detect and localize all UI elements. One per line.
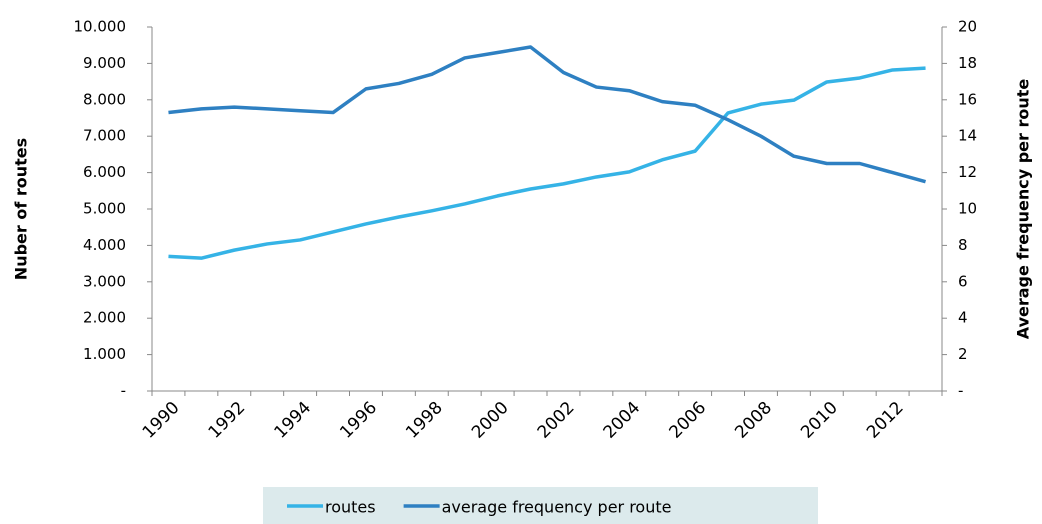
x-tick-label: 2000 — [468, 398, 513, 443]
y-tick-label: 10.000 — [74, 18, 127, 36]
y-tick-label: 5.000 — [83, 200, 126, 218]
y-tick-label: 1.000 — [83, 345, 126, 363]
series-line — [168, 66, 926, 260]
y2-tick-label: 18 — [958, 54, 977, 72]
x-tick-label: 2002 — [534, 398, 579, 443]
y2-axis-title: Average frequency per route — [1014, 79, 1033, 340]
x-tick-label: 2010 — [797, 398, 842, 443]
y2-tick-label: 8 — [958, 236, 968, 254]
x-tick-label: 1994 — [270, 398, 315, 443]
legend-box — [263, 487, 818, 524]
y-tick-label: 9.000 — [83, 54, 126, 72]
x-tick-label: 1990 — [139, 398, 184, 443]
y2-tick-label: 12 — [958, 163, 977, 181]
y-tick-label: 4.000 — [83, 236, 126, 254]
x-tick-label: 1996 — [336, 398, 381, 443]
y-axis-title: Nuber of routes — [12, 138, 31, 280]
y2-tick-label: 20 — [958, 18, 977, 36]
y2-tick-label: 4 — [958, 309, 968, 327]
x-tick-label: 2008 — [731, 398, 776, 443]
y-tick-label: 8.000 — [83, 90, 126, 108]
y2-tick-label: 6 — [958, 272, 968, 290]
series-line — [168, 45, 927, 184]
y2-tick-label: 2 — [958, 345, 968, 363]
y-tick-label: 7.000 — [83, 127, 126, 145]
y2-tick-label: - — [958, 382, 963, 400]
y-tick-label: 6.000 — [83, 163, 126, 181]
x-tick-label: 2004 — [600, 398, 645, 443]
x-tick-label: 2006 — [665, 398, 710, 443]
legend-label: average frequency per route — [442, 498, 672, 517]
x-tick-label: 2012 — [863, 398, 908, 443]
x-tick-label: 1998 — [402, 398, 447, 443]
y2-tick-label: 10 — [958, 200, 977, 218]
x-tick-label: 1992 — [205, 398, 250, 443]
y-tick-label: 3.000 — [83, 272, 126, 290]
y-tick-label: - — [121, 382, 126, 400]
legend-label: routes — [325, 498, 376, 517]
y2-tick-label: 16 — [958, 90, 977, 108]
y2-tick-label: 14 — [958, 127, 977, 145]
y-tick-label: 2.000 — [83, 309, 126, 327]
